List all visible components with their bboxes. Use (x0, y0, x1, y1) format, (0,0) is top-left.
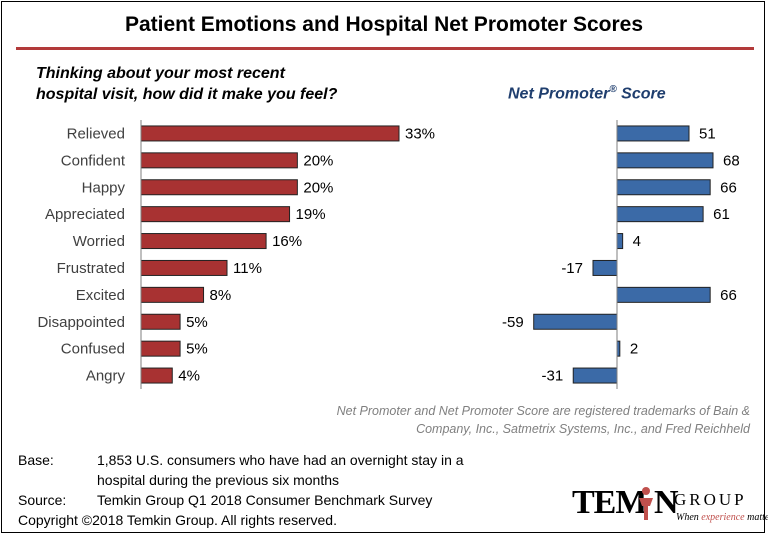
feeling-value-label: 16% (272, 233, 302, 250)
nps-value-label: -59 (502, 314, 524, 331)
tagline-part: matters (747, 512, 768, 523)
feelings-question: Thinking about your most recent hospital… (36, 65, 338, 103)
category-label: Relieved (67, 125, 125, 142)
feeling-bar (140, 152, 298, 169)
category-label: Disappointed (37, 314, 125, 331)
category-label: Appreciated (45, 206, 125, 223)
nps-value-label: 2 (630, 341, 638, 358)
nps-bar (616, 125, 690, 142)
nps-title-text: Net Promoter (508, 85, 610, 103)
category-label: Happy (82, 179, 126, 196)
category-label: Worried (73, 233, 125, 250)
nps-bar (616, 152, 714, 169)
nps-value-label: 51 (699, 125, 716, 142)
nps-value-label: -31 (542, 368, 564, 385)
nps-value-label: 66 (720, 179, 737, 196)
tagline-part: When (676, 512, 702, 523)
base-label: Base: (18, 452, 54, 468)
category-label: Angry (86, 368, 126, 385)
nps-value-label: -17 (561, 260, 583, 277)
category-label: Excited (76, 287, 125, 304)
feeling-value-label: 5% (186, 341, 208, 358)
feeling-bar (140, 313, 181, 330)
nps-bar (533, 313, 618, 330)
tagline-highlight: experience (701, 512, 745, 523)
feeling-bar (140, 233, 267, 250)
feeling-bar (140, 179, 298, 196)
feeling-bar (140, 206, 291, 223)
nps-value-label: 61 (713, 206, 730, 223)
nps-chart-title: Net Promoter® Score (508, 84, 666, 103)
logo-text-left: TEM (572, 484, 647, 521)
category-label: Confused (61, 341, 125, 358)
feeling-value-label: 33% (405, 125, 435, 142)
feeling-value-label: 11% (233, 260, 262, 277)
title-underline (16, 47, 754, 50)
nps-value-label: 4 (633, 233, 641, 250)
feeling-value-label: 5% (186, 314, 208, 331)
base-text: 1,853 U.S. consumers who have had an ove… (97, 452, 464, 488)
trademark-note: Net Promoter and Net Promoter Score are … (336, 404, 750, 436)
feeling-value-label: 19% (296, 206, 326, 223)
footer: Base: 1,853 U.S. consumers who have had a… (18, 450, 497, 530)
nps-value-label: 66 (720, 287, 737, 304)
copyright: Copyright ©2018 Temkin Group. All rights… (18, 512, 337, 528)
feeling-value-label: 20% (303, 152, 333, 169)
feeling-bar (140, 125, 400, 142)
nps-bar (572, 367, 618, 384)
nps-title-suffix: Score (616, 85, 666, 103)
temkin-group-logo: TEM N GROUP When experience matters (572, 484, 768, 528)
source-label: Source: (18, 492, 67, 508)
registered-mark: ® (609, 84, 617, 95)
chart-title: Patient Emotions and Hospital Net Promot… (124, 13, 644, 36)
category-label: Confident (61, 152, 126, 169)
logo-figure-icon (639, 487, 653, 520)
feeling-bar (140, 367, 173, 384)
nps-bar (616, 206, 704, 223)
nps-value-label: 68 (723, 152, 740, 169)
feeling-value-label: 20% (303, 179, 333, 196)
nps-bar (592, 259, 618, 276)
logo-text-right: N (654, 484, 679, 521)
logo-tagline: When experience matters (676, 512, 768, 523)
feeling-value-label: 8% (210, 287, 232, 304)
feeling-bar (140, 286, 205, 303)
nps-bar (616, 233, 624, 250)
feeling-bar (140, 259, 228, 276)
source-text: Temkin Group Q1 2018 Consumer Benchmark … (97, 492, 433, 508)
feeling-bar (140, 340, 181, 357)
nps-bar (616, 286, 711, 303)
logo-group-text: GROUP (674, 490, 747, 509)
nps-bar (616, 179, 711, 196)
category-label: Frustrated (57, 260, 125, 277)
feeling-value-label: 4% (178, 368, 200, 385)
